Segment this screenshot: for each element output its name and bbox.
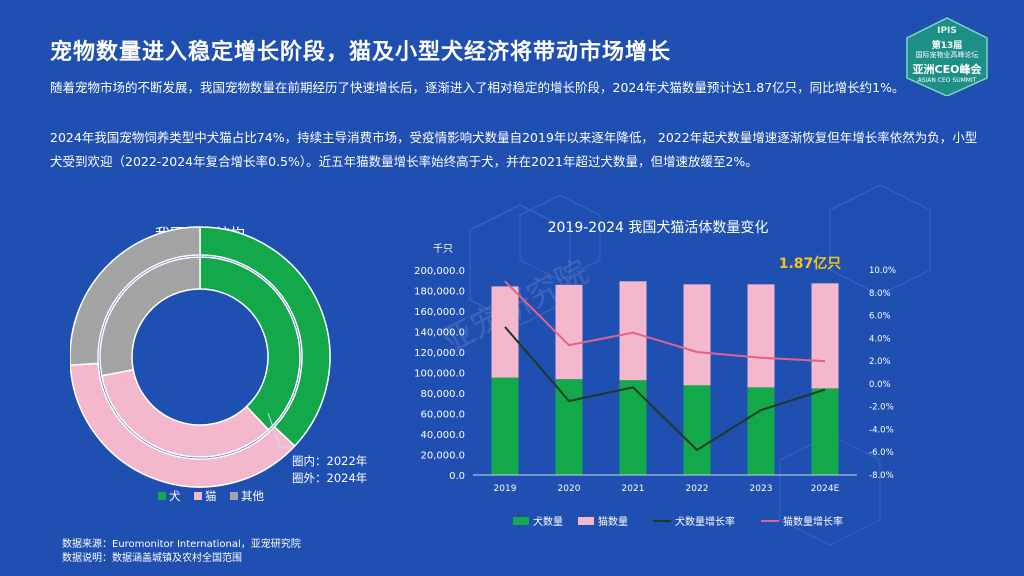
y2-tick-label: -6.0% xyxy=(869,448,894,458)
legend-label: 犬数量增长率 xyxy=(675,515,735,528)
legend-swatch xyxy=(578,517,594,525)
donut-slice-outer-2 xyxy=(70,226,201,366)
y-tick-label: 20,000.0 xyxy=(420,451,465,462)
logo-text: 第13届 xyxy=(931,41,963,51)
donut-slice-inner-2 xyxy=(99,256,201,377)
x-tick-label: 2020 xyxy=(558,484,581,494)
legend-swatch xyxy=(513,517,529,525)
legend-label: 猫 xyxy=(205,489,217,503)
legend-swatch xyxy=(194,492,202,500)
y2-tick-label: 4.0% xyxy=(869,334,891,344)
legend-label: 犬 xyxy=(169,489,181,503)
bar-dog xyxy=(747,387,775,475)
y-tick-label: 160,000.0 xyxy=(414,307,465,318)
legend-swatch xyxy=(230,492,238,500)
bar-cat xyxy=(747,284,775,388)
donut-annotation: 圈外：2024年 xyxy=(292,471,367,485)
dog-cat-population-chart: 2019-2024 我国犬猫活体数量变化 千只 1.87亿只 亚宠研究院 200… xyxy=(414,220,896,528)
y-tick-label: 80,000.0 xyxy=(420,389,465,400)
y2-tick-label: 8.0% xyxy=(869,289,891,299)
y-tick-label: 140,000.0 xyxy=(414,328,465,339)
bar-dog xyxy=(811,388,839,475)
x-tick-label: 2024E xyxy=(811,484,840,494)
bar-cat xyxy=(811,283,839,389)
bar-cat xyxy=(555,284,583,380)
donut-slice-inner-0 xyxy=(199,256,301,431)
y-tick-label: 40,000.0 xyxy=(420,430,465,441)
source-note-line: 数据说明：数据涵盖城镇及农村全国范围 xyxy=(62,553,242,564)
bar-cat xyxy=(491,286,519,378)
x-tick-label: 2021 xyxy=(622,484,645,494)
y2-tick-label: -8.0% xyxy=(869,471,894,481)
y2-tick-label: 10.0% xyxy=(869,266,896,276)
bar-dog xyxy=(491,377,519,475)
legend-label: 犬数量 xyxy=(533,515,563,528)
source-note: 数据来源：Euromonitor International，亚宠研究院 数据说… xyxy=(62,538,301,566)
y-axis-unit: 千只 xyxy=(433,243,453,255)
bar-dog xyxy=(619,380,647,475)
total-annotation: 1.87亿只 xyxy=(779,255,842,272)
summit-logo: IPIS 第13届 国际宠物业高峰论坛 亚洲CEO峰会 ASIAN CEO SU… xyxy=(903,16,991,96)
logo-text: IPIS xyxy=(937,26,957,36)
y-tick-label: 0.0 xyxy=(449,471,465,482)
logo-text: 国际宠物业高峰论坛 xyxy=(915,51,979,59)
y2-tick-label: 6.0% xyxy=(869,312,891,322)
bar-dog xyxy=(683,385,711,475)
y2-tick-label: -2.0% xyxy=(869,403,894,413)
y2-tick-label: 2.0% xyxy=(869,357,891,367)
x-tick-label: 2023 xyxy=(750,484,773,494)
source-line: 数据来源：Euromonitor International，亚宠研究院 xyxy=(62,539,301,550)
bar-cat xyxy=(619,281,647,381)
y-tick-label: 200,000.0 xyxy=(414,266,465,277)
bar-dog xyxy=(555,379,583,475)
combo-chart-title: 2019-2024 我国犬猫活体数量变化 xyxy=(548,220,769,236)
y2-tick-label: 0.0% xyxy=(869,380,891,390)
y-tick-label: 180,000.0 xyxy=(414,287,465,298)
dog-growth-line xyxy=(504,326,826,452)
intro-paragraph: 随着宠物市场的不断发展，我国宠物数量在前期经历了快速增长后，逐渐进入了相对稳定的… xyxy=(50,80,905,95)
x-tick-label: 2019 xyxy=(494,484,517,494)
y-tick-label: 120,000.0 xyxy=(414,348,465,359)
legend-swatch xyxy=(158,492,166,500)
page-title: 宠物数量进入稳定增长阶段，猫及小型犬经济将带动市场增长 xyxy=(50,40,672,65)
x-tick-label: 2022 xyxy=(686,484,709,494)
logo-text: 亚洲CEO峰会 xyxy=(912,63,982,76)
bar-cat xyxy=(683,284,711,386)
y-tick-label: 100,000.0 xyxy=(414,369,465,380)
cat-growth-line xyxy=(504,280,826,363)
legend-label: 猫数量 xyxy=(598,515,628,528)
logo-text: ASIAN CEO SUMMIT xyxy=(917,77,977,84)
y2-tick-label: -4.0% xyxy=(869,425,894,435)
detail-paragraph: 2024年我国宠物饲养类型中犬猫占比74%，持续主导消费市场，受疫情影响犬数量自… xyxy=(50,130,978,169)
donut-annotation: 圈内：2022年 xyxy=(292,454,367,468)
legend-label: 其他 xyxy=(241,489,264,503)
legend-label: 猫数量增长率 xyxy=(783,515,843,528)
y-tick-label: 60,000.0 xyxy=(420,410,465,421)
